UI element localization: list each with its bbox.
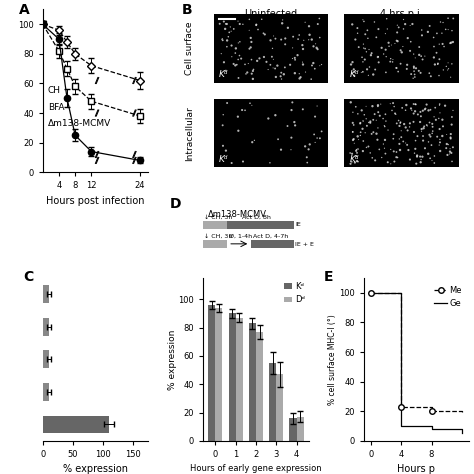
Bar [43,416,109,433]
Bar [228,313,236,441]
Text: D: D [169,197,181,210]
Text: Kᵈ: Kᵈ [349,71,359,80]
Legend: Kᵈ, Dᵈ: Kᵈ, Dᵈ [284,282,305,304]
X-axis label: % expression: % expression [63,465,128,474]
Text: CH: CH [48,86,61,95]
Bar [236,318,243,441]
X-axis label: Hours post infection: Hours post infection [46,196,145,206]
Bar [249,323,256,441]
Text: Kᵈ: Kᵈ [219,155,228,164]
Bar [269,363,276,441]
Bar [208,305,215,441]
Text: Δm138-MCMV: Δm138-MCMV [48,119,111,128]
Bar [297,417,304,441]
Bar [43,318,49,336]
Legend: Me, Ge: Me, Ge [431,282,465,311]
Y-axis label: % cell surface MHC-I (°): % cell surface MHC-I (°) [328,314,337,405]
Bar [43,285,49,303]
Text: C: C [24,270,34,284]
Text: Cell surface: Cell surface [185,22,194,75]
Bar [256,332,263,441]
X-axis label: Hours of early gene expression: Hours of early gene expression [190,465,322,474]
Bar [43,383,49,401]
Bar [43,350,49,368]
Text: Kᵈ: Kᵈ [219,71,228,80]
Bar [290,418,297,441]
Text: BFA: BFA [48,103,64,112]
Text: Intracellular: Intracellular [185,106,194,161]
X-axis label: Hours p: Hours p [398,465,436,474]
Text: 4 hrs p.i.: 4 hrs p.i. [380,9,423,19]
Bar [215,308,222,441]
Bar [276,374,283,441]
Text: Uninfected: Uninfected [245,9,298,19]
Text: E: E [324,270,333,284]
Y-axis label: % expression: % expression [168,329,177,390]
Text: A: A [19,3,30,17]
Text: Kᵈ: Kᵈ [349,155,359,164]
Text: B: B [182,3,192,17]
